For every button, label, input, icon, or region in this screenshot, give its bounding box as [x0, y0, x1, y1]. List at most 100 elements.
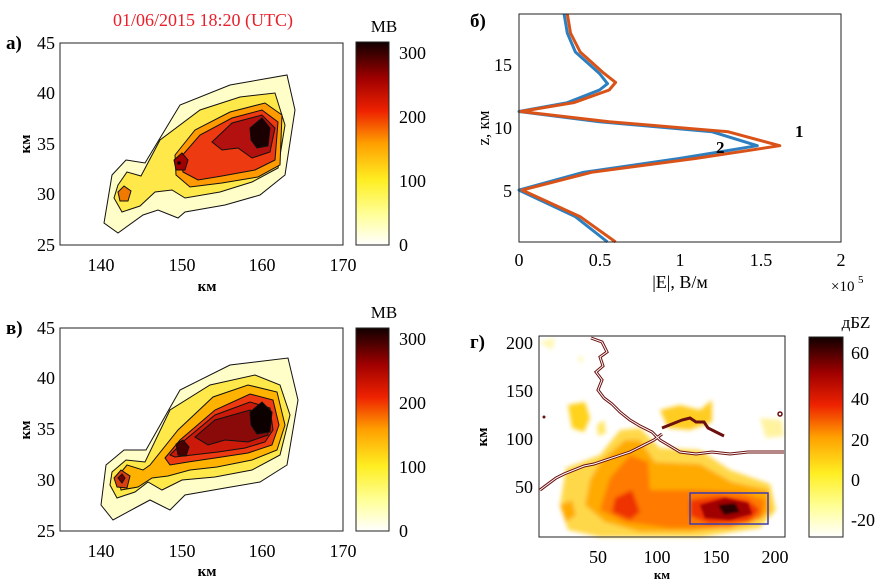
tick-label: 200 — [506, 333, 533, 353]
tick-label: 0 — [399, 235, 408, 255]
colorbar-a-ticks: 300 200 100 0 — [399, 43, 426, 255]
tick-label: 50 — [515, 477, 533, 497]
panel-d-xlabel: км — [654, 567, 670, 581]
contour-small-core — [117, 473, 126, 484]
tick-label: 140 — [88, 255, 115, 275]
panel-c-xticks: 140 150 160 170 — [88, 541, 357, 561]
panel-d-ylabel: км — [475, 428, 491, 447]
tick-label: 100 — [399, 171, 426, 191]
panel-c-contours — [100, 357, 299, 521]
analysis-box — [689, 492, 769, 525]
panel-c-plot — [59, 327, 344, 532]
tick-label: 30 — [37, 470, 55, 490]
panel-c-ylabel: км — [18, 421, 34, 440]
tick-label: 200 — [399, 393, 426, 413]
tick-label: -20 — [851, 510, 875, 530]
contour-level-6 — [173, 152, 189, 171]
tick-label: 200 — [762, 547, 789, 567]
tick-label: 300 — [399, 43, 426, 63]
tick-label: 20 — [851, 430, 869, 450]
tick-label: 15 — [494, 55, 512, 75]
panel-d-plot — [538, 335, 786, 538]
contour-dot — [177, 161, 181, 165]
contour-small-peak — [117, 185, 132, 202]
panel-b-multiplier: ×10 5 — [831, 274, 864, 295]
panel-a-ylabel: км — [18, 135, 34, 154]
tick-label: 50 — [589, 547, 607, 567]
panel-a-contours — [103, 74, 296, 234]
tick-label: 150 — [506, 381, 533, 401]
tick-label: 2 — [837, 250, 846, 270]
tick-label: 40 — [37, 368, 55, 388]
tick-label: 0 — [515, 250, 524, 270]
tick-label: 170 — [330, 255, 357, 275]
tick-label: 35 — [37, 134, 55, 154]
tick-label: 1.5 — [750, 250, 773, 270]
coast-dot — [777, 411, 783, 417]
panel-a-xticks: 140 150 160 170 — [88, 255, 357, 275]
colorbar-d-ticks: 60 40 20 0 -20 — [851, 343, 875, 530]
tick-label: 25 — [37, 521, 55, 541]
curve-annotation-1: 1 — [795, 122, 804, 141]
contour-level-7 — [175, 439, 190, 457]
panel-d-yticks: 200 150 100 50 — [506, 333, 533, 497]
colorbar-a — [355, 41, 390, 246]
tick-label: 100 — [399, 457, 426, 477]
tick-label: 150 — [169, 255, 196, 275]
colorbar-c-ticks: 300 200 100 0 — [399, 329, 426, 541]
tick-label: 10 — [494, 118, 512, 138]
panel-b-xticks: 0 0.5 1 1.5 2 — [515, 250, 846, 270]
tick-label: 170 — [330, 541, 357, 561]
panel-a-plot — [59, 42, 344, 246]
contour-level-8 — [249, 401, 273, 435]
contour-level-7 — [249, 117, 271, 149]
curve-annotation-2: 2 — [716, 138, 725, 157]
tick-label: 200 — [399, 107, 426, 127]
panel-c-xlabel: км — [198, 564, 217, 580]
tick-label: 45 — [37, 33, 55, 53]
panel-label-a: а) — [6, 33, 22, 54]
tick-label: 60 — [851, 343, 869, 363]
tick-label: 300 — [399, 329, 426, 349]
panel-label-d: г) — [470, 332, 485, 353]
tick-label: 25 — [37, 235, 55, 255]
coast-dot — [542, 415, 546, 419]
colorbar-c-label: МВ — [371, 303, 397, 322]
panel-a-yticks: 45 40 35 30 25 — [37, 33, 55, 255]
coastline-inner — [539, 337, 784, 491]
tick-label: 5 — [503, 181, 512, 201]
tick-label: 100 — [644, 547, 671, 567]
tick-label: 35 — [37, 419, 55, 439]
tick-label: 0 — [399, 521, 408, 541]
multiplier-base: ×10 — [831, 279, 854, 295]
panel-a-title: 01/06/2015 18:20 (UTC) — [113, 10, 293, 31]
tick-label: 1 — [676, 250, 685, 270]
tick-label: 45 — [37, 318, 55, 338]
colorbar-d-label: дБZ — [842, 313, 871, 332]
tick-label: 140 — [88, 541, 115, 561]
tick-label: 150 — [169, 541, 196, 561]
panel-b-yticks: 15 10 5 — [494, 55, 512, 201]
series-line-1 — [519, 13, 782, 244]
tick-label: 0 — [851, 470, 860, 490]
tick-label: 160 — [249, 541, 276, 561]
tick-label: 160 — [249, 255, 276, 275]
panel-b-xlabel: |E|, В/м — [652, 272, 708, 292]
panel-b-plot: 1 2 — [517, 13, 842, 244]
tick-label: 30 — [37, 184, 55, 204]
panel-label-b: б) — [470, 11, 486, 32]
panel-label-c: в) — [6, 318, 23, 339]
tick-label: 150 — [703, 547, 730, 567]
tick-label: 40 — [37, 83, 55, 103]
tick-label: 40 — [851, 389, 869, 409]
colorbar-d — [808, 336, 844, 538]
panel-b-ylabel: z, км — [474, 110, 493, 145]
panel-a-xlabel: км — [198, 279, 217, 295]
tick-label: 0.5 — [589, 250, 612, 270]
contour-level-6 — [194, 409, 269, 446]
colorbar-c — [355, 327, 390, 532]
colorbar-a-label: МВ — [371, 17, 397, 36]
panel-d-xticks: 50 100 150 200 — [589, 547, 789, 567]
multiplier-exp: 5 — [858, 274, 864, 286]
